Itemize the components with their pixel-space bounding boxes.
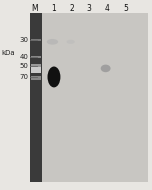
Bar: [30, 13, 42, 182]
Ellipse shape: [47, 66, 60, 87]
Bar: [31, 64, 41, 67]
Text: M: M: [31, 4, 38, 13]
Text: 3: 3: [86, 4, 91, 13]
Bar: [31, 76, 41, 80]
Ellipse shape: [47, 39, 58, 45]
Ellipse shape: [67, 40, 75, 44]
Bar: [31, 67, 41, 73]
Bar: [31, 39, 41, 41]
Text: 50: 50: [19, 63, 28, 69]
Text: 70: 70: [19, 74, 28, 80]
Text: 40: 40: [19, 54, 28, 60]
Text: 2: 2: [69, 4, 74, 13]
Bar: [42, 13, 148, 182]
Text: 4: 4: [105, 4, 110, 13]
Text: kDa: kDa: [2, 50, 15, 56]
Bar: [31, 56, 41, 58]
Ellipse shape: [101, 65, 111, 72]
Text: 5: 5: [123, 4, 128, 13]
Text: 30: 30: [19, 37, 28, 43]
Text: 1: 1: [52, 4, 56, 13]
